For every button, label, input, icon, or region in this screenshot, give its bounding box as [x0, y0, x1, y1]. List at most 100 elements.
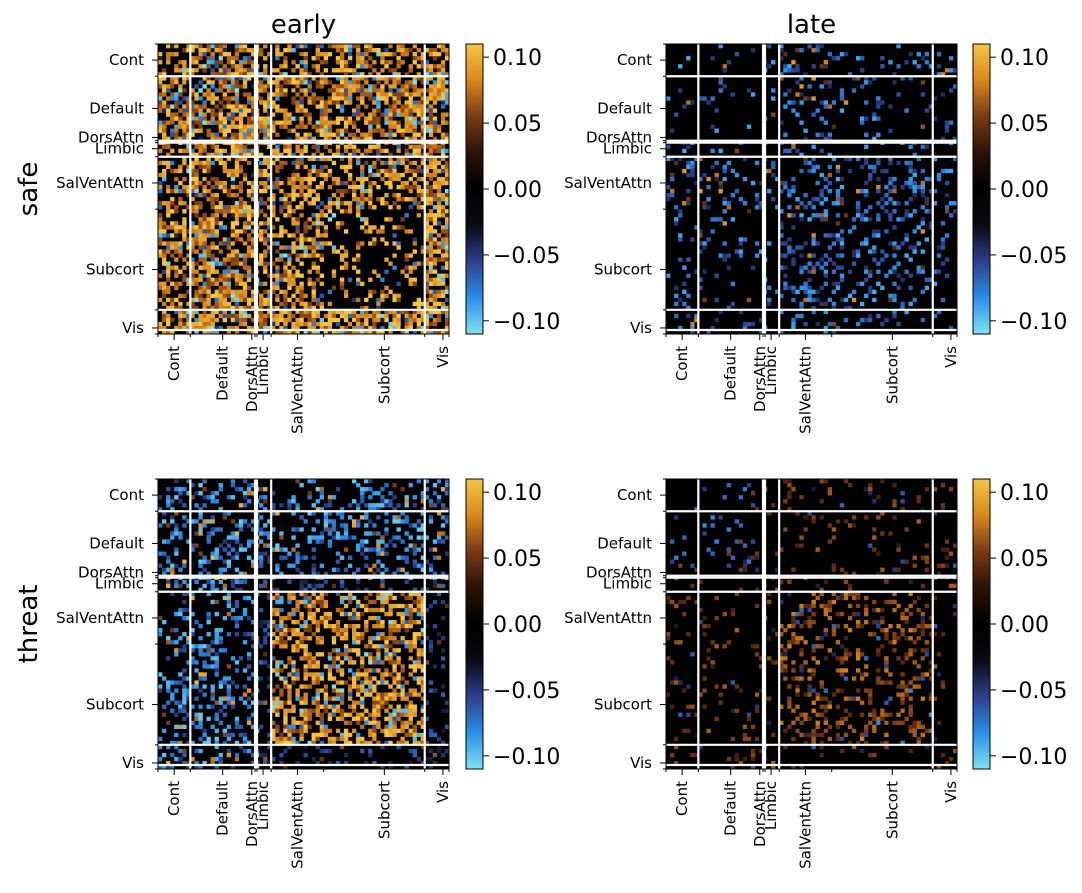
heatmap-cell [327, 209, 333, 214]
heatmap-cell [279, 52, 284, 57]
heatmap-cell [412, 559, 417, 564]
heatmap-cell [372, 531, 377, 536]
heatmap-cell [404, 229, 409, 234]
heatmap-cell [368, 92, 373, 97]
heatmap-cell [356, 56, 361, 61]
y-tick-label: Subcort [86, 261, 144, 279]
heatmap-cell [315, 221, 320, 226]
heatmap-cell [428, 120, 434, 125]
heatmap-cell [436, 209, 442, 214]
heatmap-cell [380, 128, 385, 133]
heatmap-cell [787, 189, 792, 194]
heatmap-cell [238, 84, 244, 89]
heatmap-cell [299, 56, 304, 61]
heatmap-cell [222, 237, 228, 242]
heatmap-cell [287, 297, 292, 303]
heatmap-cell [311, 201, 316, 206]
heatmap-cell [339, 193, 345, 198]
heatmap-cell [162, 160, 167, 166]
heatmap-cell [315, 257, 320, 262]
heatmap-cell [186, 309, 191, 315]
heatmap-cell [230, 261, 236, 266]
heatmap-cell [416, 297, 422, 303]
heatmap-cell [347, 329, 353, 335]
heatmap-cell [356, 116, 361, 121]
heatmap-cell [916, 156, 921, 162]
heatmap-cell [230, 221, 236, 226]
heatmap-cell [202, 189, 207, 194]
heatmap-cell [444, 193, 450, 198]
heatmap-cell [218, 483, 223, 488]
heatmap-cell [283, 76, 288, 81]
heatmap-cell [271, 511, 276, 516]
heatmap-cell [388, 92, 393, 97]
heatmap-cell [311, 265, 316, 270]
heatmap-cell [214, 229, 219, 234]
heatmap-cell [267, 124, 272, 129]
heatmap-cell [283, 305, 288, 311]
heatmap-cell [283, 297, 288, 303]
heatmap-cell [210, 72, 215, 77]
heatmap-cell [396, 325, 401, 331]
heatmap-cell [291, 233, 296, 238]
heatmap-cell [847, 229, 853, 234]
heatmap-cell [380, 636, 385, 641]
heatmap-cell [279, 615, 284, 621]
heatmap-cell [311, 197, 316, 202]
heatmap-cell [218, 205, 223, 210]
heatmap-cell [234, 660, 240, 665]
heatmap-cell [412, 160, 417, 166]
heatmap-cell [436, 201, 442, 206]
heatmap-cell [404, 531, 409, 536]
heatmap-cell [428, 515, 434, 520]
heatmap-cell [686, 189, 691, 194]
heatmap-cell [360, 495, 365, 500]
heatmap-cell [432, 539, 438, 544]
heatmap-cell [855, 213, 861, 218]
heatmap-cell [412, 607, 417, 613]
heatmap-cell [356, 197, 361, 202]
heatmap-cell [408, 80, 413, 85]
heatmap-cell [295, 104, 300, 109]
heatmap-cell [372, 128, 377, 133]
heatmap-cell [376, 144, 381, 150]
heatmap-cell [234, 184, 240, 190]
heatmap-cell [408, 535, 413, 540]
heatmap-cell [271, 261, 276, 266]
heatmap-cell [396, 293, 401, 299]
x-tick-label: Subcort [375, 346, 393, 404]
heatmap-cell [275, 543, 280, 548]
heatmap-cell [174, 281, 179, 286]
heatmap-cell [368, 656, 373, 661]
heatmap-cell [174, 257, 179, 262]
heatmap-cell [250, 491, 256, 496]
heatmap-cell [218, 160, 223, 166]
heatmap-cell [214, 148, 219, 154]
heatmap-cell [396, 44, 401, 49]
heatmap-cell [420, 535, 426, 540]
heatmap-cell [356, 277, 361, 282]
heatmap-cell [174, 233, 179, 238]
heatmap-cell [831, 305, 837, 311]
heatmap-cell [186, 325, 191, 331]
heatmap-cell [287, 76, 292, 81]
heatmap-cell [876, 96, 881, 101]
heatmap-cell [444, 168, 450, 174]
heatmap-cell [238, 317, 244, 323]
heatmap-cell [428, 92, 434, 97]
heatmap-cell [396, 611, 401, 617]
heatmap-cell [440, 152, 446, 158]
heatmap-cell [234, 193, 240, 198]
heatmap-cell [291, 644, 296, 649]
heatmap-cell [352, 615, 357, 621]
heatmap-cell [424, 261, 430, 266]
heatmap-cell [178, 611, 183, 617]
heatmap-cell [360, 72, 365, 77]
heatmap-cell [339, 329, 345, 335]
heatmap-cell [666, 144, 671, 150]
heatmap-cell [331, 656, 337, 661]
heatmap-cell [295, 257, 300, 262]
heatmap-cell [202, 225, 207, 230]
heatmap-cell [327, 329, 333, 335]
heatmap-cell [380, 329, 385, 335]
